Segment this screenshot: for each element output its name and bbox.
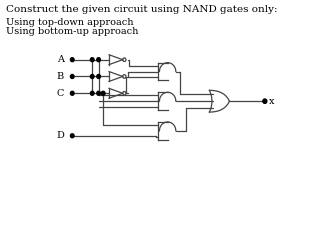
Circle shape <box>97 91 100 95</box>
Text: Using top-down approach: Using top-down approach <box>6 18 134 27</box>
Circle shape <box>97 58 100 62</box>
Circle shape <box>91 58 94 62</box>
Text: Using bottom-up approach: Using bottom-up approach <box>6 27 138 36</box>
Circle shape <box>70 58 74 62</box>
Circle shape <box>263 99 267 103</box>
Text: C: C <box>57 89 64 98</box>
Text: Construct the given circuit using NAND gates only:: Construct the given circuit using NAND g… <box>6 5 277 14</box>
Text: B: B <box>57 72 64 81</box>
Text: D: D <box>56 131 64 140</box>
Circle shape <box>70 91 74 95</box>
Circle shape <box>70 134 74 138</box>
Circle shape <box>91 91 94 95</box>
Text: A: A <box>57 55 64 64</box>
Circle shape <box>101 91 105 95</box>
Circle shape <box>97 74 100 78</box>
Circle shape <box>91 74 94 78</box>
Text: x: x <box>268 97 274 106</box>
Circle shape <box>70 74 74 78</box>
